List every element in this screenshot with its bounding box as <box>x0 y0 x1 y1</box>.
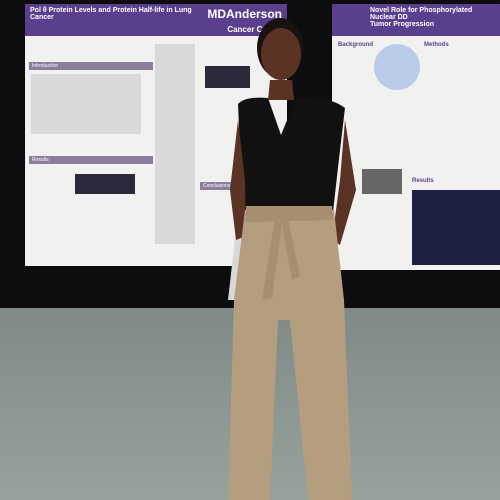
section-heading: Methods <box>424 42 449 48</box>
section-heading: Introduction <box>29 62 153 70</box>
section-heading: Background <box>338 42 374 48</box>
figure <box>362 169 402 194</box>
neck <box>268 80 294 100</box>
diagram <box>374 44 420 90</box>
logo-sub: Cancer Center <box>227 25 282 34</box>
section-heading: Results <box>412 178 434 184</box>
figure <box>205 66 250 88</box>
poster-header: Pol θ Protein Levels and Protein Half-li… <box>25 4 287 36</box>
arm <box>230 120 246 240</box>
poster-header: Novel Role for Phosphorylated Nuclear DD… <box>332 4 500 36</box>
poster-title: Pol θ Protein Levels and Protein Half-li… <box>30 7 192 21</box>
logo-text: MDAnderson <box>207 7 282 21</box>
poster-title: Novel Role for Phosphorylated Nuclear DD <box>370 7 473 21</box>
figure <box>75 174 135 194</box>
right-poster: Novel Role for Phosphorylated Nuclear DD… <box>332 4 500 270</box>
figure <box>412 190 500 265</box>
belt-tie <box>262 218 300 300</box>
section-heading: Results <box>29 156 153 164</box>
top <box>238 97 345 212</box>
poster-subtitle: Tumor Progression <box>370 21 435 28</box>
face <box>261 28 301 80</box>
logo: MDAnderson Cancer Center <box>207 7 282 34</box>
arm <box>332 120 356 245</box>
text-block <box>31 74 141 134</box>
pants <box>228 210 352 500</box>
text-block <box>155 44 195 244</box>
belt <box>246 206 333 222</box>
